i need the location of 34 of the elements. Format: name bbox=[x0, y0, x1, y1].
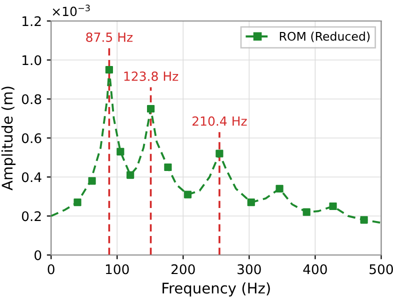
point bbox=[329, 202, 337, 210]
point bbox=[276, 184, 284, 192]
point bbox=[146, 104, 155, 113]
y-tick-label: 0 bbox=[34, 250, 42, 260]
ref-line-label: 210.4 Hz bbox=[192, 116, 247, 126]
x-axis-title: Frequency (Hz) bbox=[162, 282, 270, 296]
point bbox=[184, 190, 192, 198]
point bbox=[247, 198, 255, 206]
text: ×10$^{−3}$ bbox=[52, 4, 90, 16]
point bbox=[360, 216, 368, 224]
y-tick-label: 0.8 bbox=[22, 94, 42, 104]
x-tick-label: 500 bbox=[370, 264, 393, 274]
y-axis-title: Amplitude (m) bbox=[1, 86, 16, 190]
ref-line-label: 87.5 Hz bbox=[86, 32, 133, 42]
y-tick-label: 0.6 bbox=[22, 133, 42, 144]
ref-line-label: 123.8 Hz bbox=[124, 72, 178, 81]
point bbox=[126, 171, 134, 179]
y-tick-label: 1.0 bbox=[22, 55, 42, 66]
point bbox=[302, 208, 310, 216]
x-tick-label: 0 bbox=[48, 264, 54, 274]
x-tick-label: 400 bbox=[303, 264, 327, 274]
x-tick-label: 300 bbox=[238, 264, 261, 274]
y-tick-label: 1.2 bbox=[22, 16, 41, 26]
y-tick-label: 0.4 bbox=[22, 172, 42, 182]
point bbox=[164, 163, 172, 172]
point bbox=[88, 177, 96, 185]
point bbox=[216, 150, 224, 158]
x-tick-label: 100 bbox=[106, 264, 129, 274]
point bbox=[116, 148, 124, 156]
y-tick-label: 0.2 bbox=[22, 211, 41, 222]
x-tick-label: 200 bbox=[172, 264, 195, 274]
point bbox=[105, 66, 113, 74]
point bbox=[74, 198, 82, 206]
legend-label: ROM (Reduced) bbox=[280, 32, 370, 42]
